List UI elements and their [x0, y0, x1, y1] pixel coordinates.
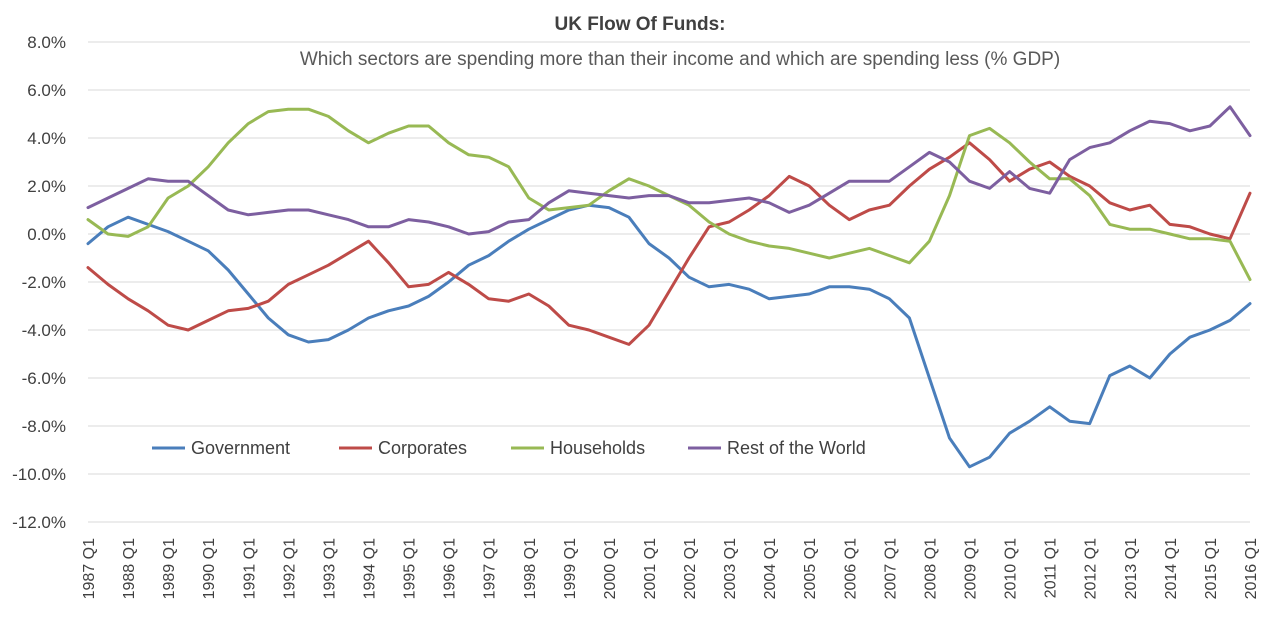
x-axis-labels: 1987 Q1 1988 Q1 1989 Q1 1990 Q1 1991 Q1 1992 … [81, 538, 1260, 599]
legend-label: Households [550, 438, 645, 458]
x-tick-label: 2009 Q1 [963, 538, 980, 599]
legend-label: Government [191, 438, 290, 458]
series-line-government [86, 203, 1252, 469]
x-tick-label: 1992 Q1 [281, 538, 298, 599]
x-tick-label: 1994 Q1 [361, 538, 378, 599]
x-tick-label: 2000 Q1 [602, 538, 619, 599]
x-tick-label: 2012 Q1 [1083, 538, 1100, 599]
series-line-corporates [86, 141, 1252, 346]
x-tick-label: 1988 Q1 [121, 538, 138, 599]
chart-subtitle: Which sectors are spending more than the… [300, 49, 1060, 70]
y-tick-label: 2.0% [27, 177, 66, 196]
x-tick-label: 2010 Q1 [1003, 538, 1020, 599]
y-tick-label: -12.0% [12, 513, 66, 532]
y-tick-label: -10.0% [12, 465, 66, 484]
x-tick-label: 1989 Q1 [161, 538, 178, 599]
x-tick-label: 1990 Q1 [201, 538, 218, 599]
y-tick-label: -2.0% [22, 273, 66, 292]
chart-title: UK Flow Of Funds: [555, 14, 726, 35]
y-tick-label: 0.0% [27, 225, 66, 244]
legend-label: Corporates [378, 438, 467, 458]
x-tick-label: 2005 Q1 [802, 538, 819, 599]
x-tick-label: 2002 Q1 [682, 538, 699, 599]
series-layer [86, 105, 1252, 469]
x-tick-label: 1998 Q1 [522, 538, 539, 599]
x-tick-label: 2011 Q1 [1043, 538, 1060, 598]
x-tick-label: 2013 Q1 [1123, 538, 1140, 599]
y-tick-label: 6.0% [27, 81, 66, 100]
x-tick-label: 1996 Q1 [442, 538, 459, 599]
series-line-rest-of-the-world [86, 105, 1252, 236]
x-tick-label: 2016 Q1 [1243, 538, 1260, 599]
legend-item: Corporates [339, 438, 467, 458]
x-tick-label: 1993 Q1 [321, 538, 338, 599]
x-tick-label: 2006 Q1 [842, 538, 859, 599]
y-tick-label: -6.0% [22, 369, 66, 388]
legend-item: Government [152, 438, 290, 458]
legend-item: Rest of the World [688, 438, 866, 458]
y-tick-label: -8.0% [22, 417, 66, 436]
y-tick-label: 4.0% [27, 129, 66, 148]
y-tick-label: -4.0% [22, 321, 66, 340]
x-tick-label: 2001 Q1 [642, 538, 659, 599]
x-tick-label: 2008 Q1 [922, 538, 939, 599]
x-tick-label: 1991 Q1 [241, 538, 258, 599]
x-tick-label: 1987 Q1 [81, 538, 98, 599]
y-axis-labels: 8.0% 6.0% 4.0% 2.0% 0.0% -2.0% -4.0% -6.0% -8.0%… [12, 33, 66, 532]
x-tick-label: 2004 Q1 [762, 538, 779, 599]
x-tick-label: 2003 Q1 [722, 538, 739, 599]
x-tick-label: 2015 Q1 [1203, 538, 1220, 599]
x-tick-label: 1999 Q1 [562, 538, 579, 599]
legend-item: Households [511, 438, 645, 458]
x-tick-label: 1995 Q1 [402, 538, 419, 599]
y-tick-label: 8.0% [27, 33, 66, 52]
legend: Government Corporates Households Rest of th… [152, 438, 866, 458]
legend-label: Rest of the World [727, 438, 866, 458]
x-tick-label: 2007 Q1 [882, 538, 899, 599]
x-tick-label: 1997 Q1 [482, 538, 499, 599]
x-tick-label: 2014 Q1 [1163, 538, 1180, 599]
